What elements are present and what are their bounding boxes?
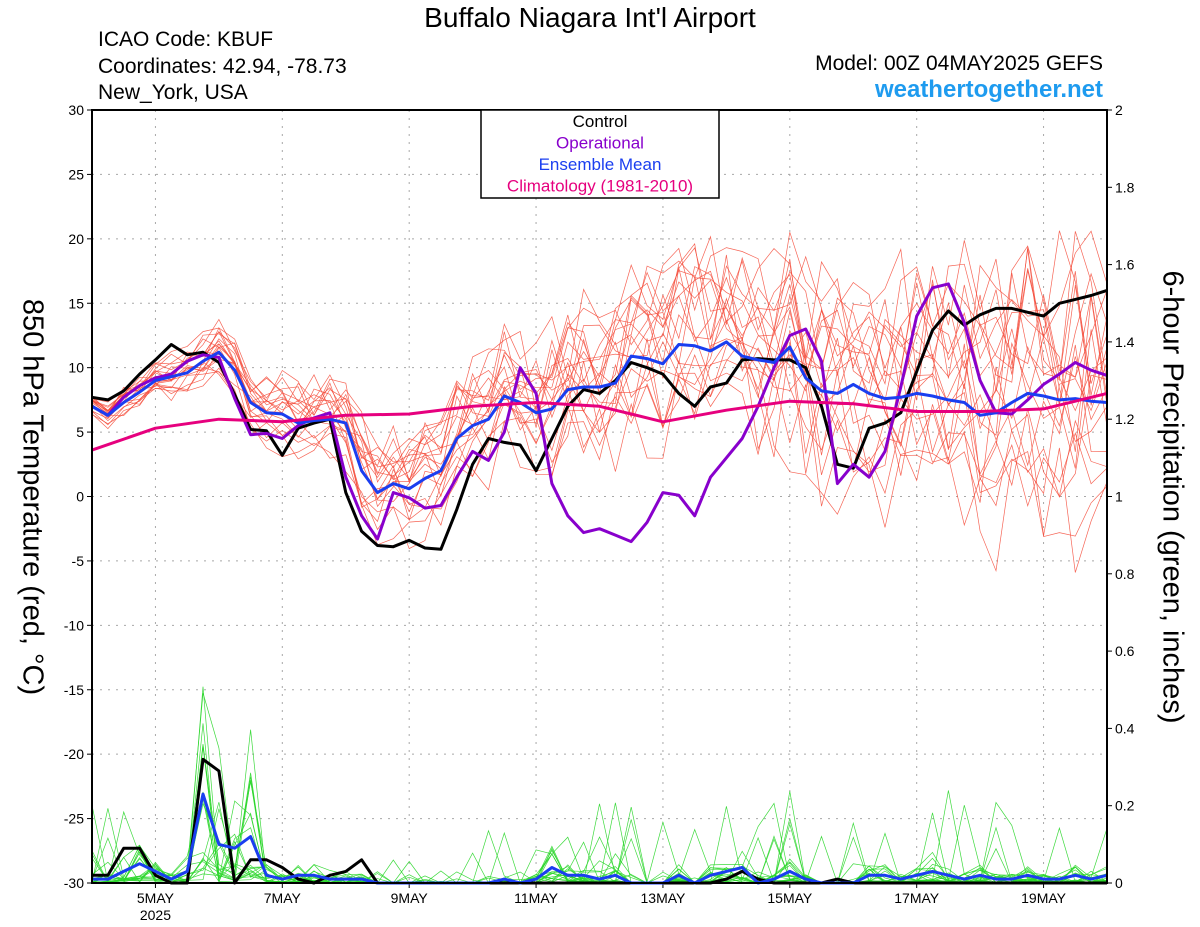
operational-temp-line: [91, 282, 1108, 544]
x-tick-label: 5MAY: [137, 890, 175, 906]
y-tick-label-right: 0.4: [1115, 720, 1135, 736]
control-temp-line: [91, 288, 1108, 551]
y-tick-label-left: -15: [64, 682, 84, 698]
y-tick-label-left: 25: [68, 166, 84, 182]
x-tick-label: 7MAY: [264, 890, 302, 906]
y-tick-label-left: 15: [68, 295, 84, 311]
y-tick-label-right: 0.8: [1115, 566, 1135, 582]
model-run-label: Model: 00Z 04MAY2025 GEFS: [815, 52, 1103, 75]
x-tick-label: 15MAY: [767, 890, 813, 906]
precipitation-member-line: [91, 723, 1108, 884]
page-title: Buffalo Niagara Int'l Airport: [424, 2, 756, 33]
y-tick-label-left: 0: [76, 489, 84, 505]
y-tick-label-right: 0.2: [1115, 798, 1135, 814]
x-tick-label: 17MAY: [894, 890, 940, 906]
y-tick-label-right: 1.8: [1115, 179, 1135, 195]
y-tick-label-right: 1.4: [1115, 334, 1135, 350]
icao-code-label: ICAO Code: KBUF: [98, 28, 274, 51]
y-tick-label-right: 0: [1115, 875, 1123, 891]
x-tick-label: 11MAY: [514, 890, 558, 906]
ensemble-mean-precip-line: [92, 792, 1108, 885]
temperature-member-line: [91, 245, 1108, 481]
y-tick-label-left: 30: [68, 102, 84, 118]
x-tick-label: 13MAY: [641, 890, 687, 906]
legend-item-label: Operational: [556, 134, 644, 153]
y-tick-label-left: -5: [72, 553, 85, 569]
temperature-member-line: [91, 232, 1108, 463]
climatology-1981-2010-temp-line: [91, 391, 1108, 452]
y-tick-label-left: 5: [76, 424, 84, 440]
y-tick-label-right: 1.6: [1115, 257, 1135, 273]
temperature-member-line: [91, 230, 1108, 469]
temperature-member-line: [91, 247, 1108, 481]
temperature-member-line: [91, 272, 1108, 479]
y-tick-label-right: 1: [1115, 489, 1123, 505]
site-link[interactable]: weathertogether.net: [874, 76, 1103, 103]
temperature-members: [91, 230, 1108, 573]
temperature-member-line: [91, 329, 1108, 513]
x-tick-sublabel: 2025: [140, 907, 171, 923]
y-tick-label-left: -20: [64, 746, 84, 762]
ensemble-mean-temp-line: [91, 340, 1108, 495]
x-tick-label: 19MAY: [1021, 890, 1067, 906]
y-tick-label-right: 2: [1115, 102, 1123, 118]
y-tick-label-left: -10: [64, 617, 84, 633]
y-tick-label-left: -25: [64, 811, 84, 827]
temperature-member-line: [91, 254, 1108, 477]
temperature-member-line: [91, 359, 1108, 573]
temperature-member-line: [91, 296, 1108, 500]
x-tick-label: 9MAY: [391, 890, 429, 906]
legend-item-label: Climatology (1981-2010): [507, 177, 693, 196]
coordinates-label: Coordinates: 42.94, -78.73: [98, 55, 347, 78]
location-label: New_York, USA: [98, 81, 248, 104]
legend-item-label: Ensemble Mean: [539, 155, 662, 174]
y-tick-label-left: 10: [68, 360, 84, 376]
legend-item-label: Control: [573, 112, 628, 131]
temperature-member-line: [91, 231, 1108, 484]
legend-box: [480, 109, 720, 199]
precipitation-members: [91, 686, 1108, 884]
temperature-member-line: [91, 367, 1108, 573]
y-tick-label-left: 20: [68, 231, 84, 247]
temperature-member-line: [91, 328, 1108, 523]
temperature-member-line: [91, 338, 1108, 526]
y-tick-label-right: 0.6: [1115, 643, 1135, 659]
y-tick-label-right: 1.2: [1115, 411, 1135, 427]
temperature-member-line: [91, 319, 1108, 522]
y-tick-label-left: -30: [64, 875, 84, 891]
